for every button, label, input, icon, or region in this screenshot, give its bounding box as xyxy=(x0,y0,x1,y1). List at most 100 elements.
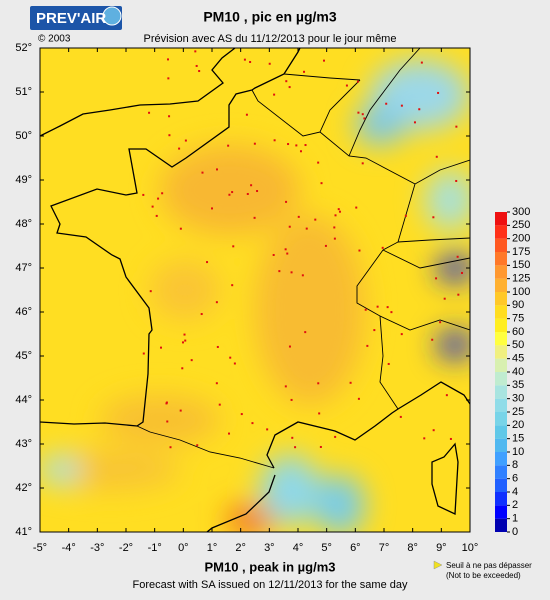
station xyxy=(240,413,243,416)
colorbar-label: 40 xyxy=(512,366,524,378)
map-field xyxy=(40,48,470,532)
colorbar-segment xyxy=(495,278,507,292)
station xyxy=(349,381,352,384)
station xyxy=(167,77,170,80)
pyrenees-border xyxy=(136,425,275,469)
colorbar-label: 30 xyxy=(512,393,524,405)
station xyxy=(161,192,164,195)
station xyxy=(364,308,367,311)
station xyxy=(437,91,440,94)
station xyxy=(413,121,416,124)
colorbar-segment xyxy=(495,372,507,386)
station xyxy=(400,333,403,336)
station xyxy=(322,59,325,62)
station xyxy=(250,184,253,187)
station xyxy=(357,111,360,114)
station xyxy=(142,352,145,355)
station xyxy=(303,70,306,73)
x-tick-label: 4° xyxy=(293,542,304,554)
colorbar-segment xyxy=(495,318,507,332)
station xyxy=(357,397,360,400)
station xyxy=(435,155,438,158)
station xyxy=(272,253,275,256)
station xyxy=(179,409,182,412)
station xyxy=(196,444,199,447)
station xyxy=(455,179,458,182)
station xyxy=(288,86,291,89)
eastern-border xyxy=(251,48,470,410)
colorbar-label: 90 xyxy=(512,299,524,311)
colorbar-label: 2 xyxy=(512,499,518,511)
station xyxy=(266,428,269,431)
station xyxy=(376,305,379,308)
colorbar-label: 250 xyxy=(512,219,530,231)
station xyxy=(291,436,294,439)
x-tick-label: 0° xyxy=(178,542,189,554)
station xyxy=(333,226,336,229)
x-tick-label: -1° xyxy=(148,542,162,554)
subtitle: Prévision avec AS du 11/12/2013 pour le … xyxy=(144,33,397,45)
station xyxy=(363,117,366,120)
station xyxy=(318,412,321,415)
x-tick-label: -2° xyxy=(119,542,133,554)
station xyxy=(178,147,181,150)
station xyxy=(233,362,236,365)
station xyxy=(149,290,152,293)
threshold-icon xyxy=(433,560,443,570)
station xyxy=(399,415,402,418)
station xyxy=(356,80,359,83)
station xyxy=(400,104,403,107)
station xyxy=(179,227,182,230)
colorbar-label: 6 xyxy=(512,473,518,485)
station xyxy=(404,214,407,217)
station xyxy=(168,134,171,137)
station xyxy=(304,144,307,147)
station xyxy=(324,244,327,247)
station xyxy=(206,261,209,264)
station xyxy=(320,182,323,185)
station xyxy=(386,306,389,309)
colorbar-label: 8 xyxy=(512,459,518,471)
colorbar-segment xyxy=(495,225,507,239)
y-tick-label: 42° xyxy=(15,482,32,494)
station xyxy=(443,297,446,300)
footer-subtitle: Forecast with SA issued on 12/11/2013 fo… xyxy=(133,579,408,591)
station xyxy=(211,207,214,210)
station xyxy=(151,205,154,208)
station xyxy=(361,162,364,165)
station xyxy=(284,248,287,251)
colorbar-label: 35 xyxy=(512,379,524,391)
colorbar-segment xyxy=(495,238,507,252)
colorbar-segment xyxy=(495,358,507,372)
colorbar-label: 45 xyxy=(512,353,524,365)
station xyxy=(317,161,320,164)
logo-box xyxy=(30,6,122,30)
x-tick-label: 8° xyxy=(407,542,418,554)
station xyxy=(297,215,300,218)
station xyxy=(166,58,169,61)
colorbar-label: 1 xyxy=(512,513,518,525)
station xyxy=(420,61,423,64)
colorbar-label: 15 xyxy=(512,433,524,445)
colorbar-segment xyxy=(495,385,507,399)
station xyxy=(249,61,252,64)
note-line2: (Not to be exceeded) xyxy=(446,571,521,580)
station xyxy=(432,429,435,432)
colorbar-segment xyxy=(495,212,507,226)
colorbar-segment xyxy=(495,518,507,532)
title: PM10 , pic en µg/m3 xyxy=(203,9,337,25)
station xyxy=(155,214,158,217)
station xyxy=(285,200,288,203)
station xyxy=(159,346,162,349)
station xyxy=(290,271,293,274)
station xyxy=(253,142,256,145)
station xyxy=(231,191,234,194)
station xyxy=(295,144,298,147)
station xyxy=(148,111,151,114)
station xyxy=(243,58,246,61)
station xyxy=(435,277,438,280)
colorbar-segment xyxy=(495,452,507,466)
y-tick-label: 41° xyxy=(15,526,32,538)
station xyxy=(198,70,201,73)
station xyxy=(381,246,384,249)
